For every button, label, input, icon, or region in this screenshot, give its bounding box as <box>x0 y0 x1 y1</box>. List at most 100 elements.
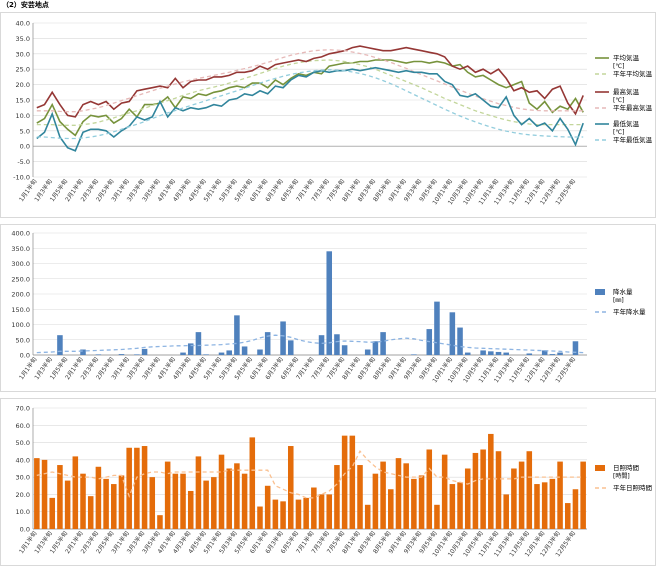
bar <box>472 452 479 529</box>
bar <box>234 463 240 529</box>
legend-label: 最低気温 <box>613 119 640 128</box>
bar <box>118 475 125 529</box>
y-tick-label: 0.0 <box>20 143 30 151</box>
bar <box>187 343 194 355</box>
legend-label: 平年最低気温 <box>613 135 653 144</box>
bar <box>264 332 271 355</box>
bar <box>395 458 402 529</box>
y-tick-label: 50.0 <box>16 336 30 344</box>
series-line <box>36 69 584 140</box>
bar <box>464 468 471 529</box>
bar <box>203 480 209 529</box>
bar <box>388 489 394 529</box>
bar <box>195 332 202 355</box>
bar <box>134 354 140 355</box>
bar <box>549 354 556 355</box>
legend-unit: [時間] <box>613 472 630 480</box>
y-tick-label: 30.0 <box>16 50 30 58</box>
y-tick-label: -5.0 <box>17 158 30 166</box>
bar <box>203 354 209 355</box>
bar <box>449 312 456 355</box>
bar <box>426 449 433 529</box>
legend-label: 平年日照時間 <box>613 483 652 492</box>
y-tick-label: 0.0 <box>20 352 30 360</box>
bar <box>57 335 63 355</box>
bar <box>434 301 440 355</box>
y-tick-label: 60.0 <box>16 422 30 430</box>
bar <box>141 446 148 529</box>
bar <box>234 315 240 355</box>
bar <box>326 494 333 529</box>
legend-label: 平年最高気温 <box>613 103 653 112</box>
bar <box>34 458 40 529</box>
y-tick-label: 300.0 <box>11 260 30 268</box>
legend-swatch <box>595 289 605 295</box>
bar <box>318 335 325 355</box>
temperature-chart: 40.0 35.0 30.0 25.0 20.0 15.0 10.0 5.0 0.0 -5.0 -1… <box>13 20 653 207</box>
bar <box>526 353 533 355</box>
series-line <box>36 334 584 354</box>
bar <box>534 484 540 529</box>
bar <box>80 473 86 529</box>
y-tick-label: 5.0 <box>20 127 30 135</box>
bar <box>111 484 117 529</box>
y-tick-label: 30.0 <box>16 474 30 482</box>
bar <box>218 454 225 529</box>
bar <box>280 321 286 355</box>
bar <box>95 466 102 529</box>
legend-unit: [℃] <box>613 129 624 136</box>
bar <box>287 446 294 529</box>
bar <box>334 465 340 529</box>
sunshine-chart: 70.060.050.040.030.020.010.00.01月1半旬1月3半… <box>16 405 652 559</box>
y-tick-label: 350.0 <box>11 245 30 253</box>
bar <box>480 350 486 355</box>
bar <box>511 468 517 529</box>
bar <box>480 449 486 529</box>
legend-unit: [℃] <box>613 63 624 70</box>
bar <box>526 451 533 529</box>
bar <box>226 468 232 529</box>
bar <box>372 341 379 355</box>
bar <box>503 494 509 529</box>
bar <box>318 494 325 529</box>
bar <box>411 354 417 355</box>
bar <box>303 497 309 529</box>
bar <box>457 327 463 355</box>
bar <box>326 251 333 355</box>
bar <box>180 352 186 355</box>
bar <box>72 456 79 529</box>
bar <box>118 354 125 355</box>
bar <box>95 354 102 355</box>
bar <box>449 484 456 529</box>
bar <box>80 349 86 355</box>
bar <box>488 433 494 529</box>
bar <box>572 489 579 529</box>
bar <box>172 473 179 529</box>
bar <box>257 349 263 355</box>
bar <box>195 456 202 529</box>
series-line <box>36 66 584 152</box>
bar <box>380 461 386 529</box>
bar <box>418 475 425 529</box>
bar <box>211 477 217 529</box>
bar <box>157 515 163 529</box>
bar <box>495 451 502 529</box>
page-title: （2）安芸地点 <box>2 1 49 9</box>
bar <box>287 340 294 355</box>
bar <box>295 499 302 529</box>
legend-unit: [㎜] <box>613 297 624 304</box>
bar <box>380 332 386 355</box>
y-tick-label: 150.0 <box>11 306 30 314</box>
bar <box>49 497 56 529</box>
bar <box>557 461 563 529</box>
bar <box>149 477 156 529</box>
bar <box>187 490 194 529</box>
bar <box>341 435 348 529</box>
y-tick-label: 20.0 <box>16 81 30 89</box>
bar <box>372 473 379 529</box>
legend-label: 日照時間 <box>613 464 639 472</box>
bar <box>495 351 502 355</box>
bar <box>549 478 556 529</box>
bar <box>580 461 586 529</box>
bar <box>64 480 71 529</box>
